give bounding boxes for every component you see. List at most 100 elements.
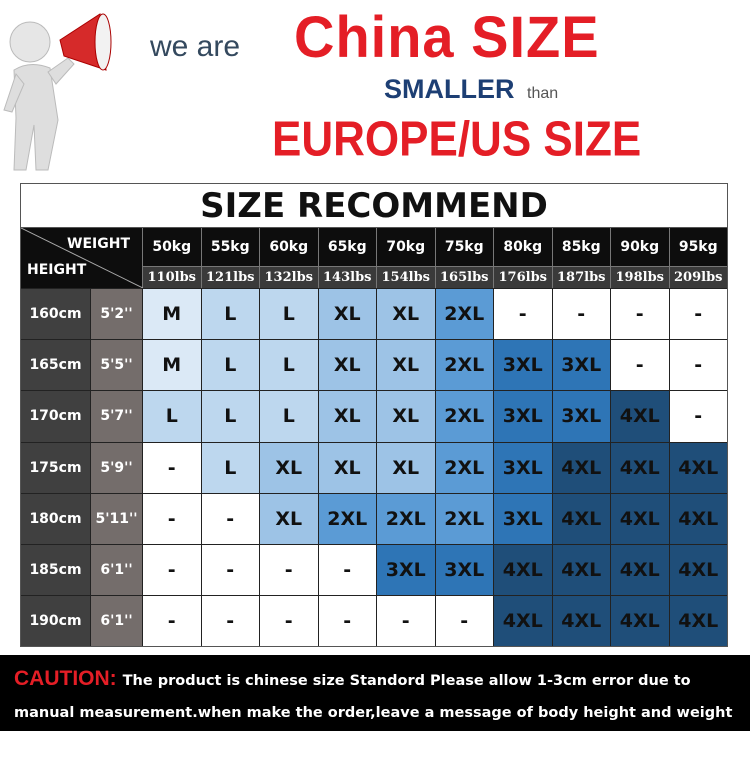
weight-kg: 85kg xyxy=(561,239,601,255)
size-cell: - xyxy=(552,289,611,340)
china-size-text: China SIZE xyxy=(294,3,600,70)
size-cell: XL xyxy=(260,442,319,493)
height-cm: 165cm xyxy=(21,340,91,391)
weight-kg: 60kg xyxy=(269,239,309,255)
weight-column-header: 80kg 176lbs xyxy=(494,228,553,288)
megaphone-man-icon xyxy=(3,13,112,171)
size-cell: 4XL xyxy=(669,442,727,493)
weight-kg: 95kg xyxy=(678,239,718,255)
table-row: 185cm 6'1'' - - - -3XL 3XL 4XL 4XL 4XL 4XL xyxy=(21,543,727,596)
size-cell: - xyxy=(260,544,319,596)
weight-lbs: 154lbs xyxy=(377,266,435,288)
than-text: than xyxy=(527,85,559,102)
size-cell: 4XL xyxy=(669,544,727,596)
size-cell: L xyxy=(260,340,319,391)
size-cell: 4XL xyxy=(611,442,670,493)
size-cell: - xyxy=(669,289,727,340)
size-cell: - xyxy=(669,391,727,442)
size-cell: - xyxy=(611,289,670,340)
size-cell: 2XL xyxy=(318,493,377,544)
table-row: 175cm 5'9'' - L XL XL XL 2XL 3XL 4XL 4XL 4XL xyxy=(21,441,727,493)
weight-column-header: 50kg 110lbs xyxy=(143,228,202,288)
size-cell: 3XL xyxy=(435,544,494,596)
size-cell: 4XL xyxy=(552,544,611,596)
size-cell: 4XL xyxy=(552,442,611,493)
table-row: 190cm 6'1'' - - - - - -4XL 4XL 4XL 4XL xyxy=(21,595,727,647)
size-cell: L xyxy=(201,442,260,493)
weight-lbs: 176lbs xyxy=(494,266,552,288)
size-cell: 4XL xyxy=(611,544,670,596)
size-cell: XL xyxy=(318,289,377,340)
table-row: 180cm 5'11'' - - XL 2XL 2XL 2XL 3XL 4XL 4XL 4XL xyxy=(21,492,727,544)
europe-us-size-text: EUROPE/US SIZE xyxy=(272,112,642,167)
size-cell: - xyxy=(260,596,319,647)
size-cell: 2XL xyxy=(435,493,494,544)
size-cell: XL xyxy=(377,340,436,391)
height-ft: 5'7'' xyxy=(91,391,143,442)
height-cm: 175cm xyxy=(21,442,91,493)
height-ft: 6'1'' xyxy=(91,544,143,596)
diagonal-divider xyxy=(21,228,143,288)
size-cell: - xyxy=(435,596,494,647)
size-cell: XL xyxy=(260,493,319,544)
weight-column-header: 95kg 209lbs xyxy=(669,228,727,288)
size-cell: 4XL xyxy=(552,493,611,544)
table-body: 160cm 5'2'' M L L XL XL 2XL - - - -165cm 5'5'' M L L XL X… xyxy=(21,288,727,647)
size-cell: - xyxy=(201,493,260,544)
weight-kg: 90kg xyxy=(620,239,660,255)
height-cm: 180cm xyxy=(21,493,91,544)
caution-text: The product is chinese size Standord Ple… xyxy=(14,673,733,753)
weight-kg: 55kg xyxy=(210,239,250,255)
weight-column-header: 85kg 187lbs xyxy=(552,228,611,288)
size-cell: 4XL xyxy=(611,596,670,647)
size-cell: L xyxy=(260,289,319,340)
weight-column-header: 75kg 165lbs xyxy=(435,228,494,288)
corner-header: WEIGHT HEIGHT xyxy=(21,228,143,288)
size-cell: - xyxy=(143,442,202,493)
weight-lbs: 209lbs xyxy=(669,266,727,288)
weight-lbs: 165lbs xyxy=(435,266,493,288)
height-label: HEIGHT xyxy=(27,262,87,278)
height-cm: 160cm xyxy=(21,289,91,340)
size-cell: 4XL xyxy=(552,596,611,647)
size-cell: - xyxy=(201,596,260,647)
weight-kg: 50kg xyxy=(152,239,192,255)
caution-band: CAUTION: The product is chinese size Stan… xyxy=(0,655,750,753)
height-cm: 170cm xyxy=(21,391,91,442)
weight-kg: 65kg xyxy=(327,239,367,255)
size-cell: XL xyxy=(318,340,377,391)
size-cell: XL xyxy=(377,391,436,442)
size-cell: 2XL xyxy=(435,442,494,493)
table-row: 170cm 5'7'' L L L XL XL 2XL 3XL 3XL 4XL - xyxy=(21,390,727,442)
size-cell: L xyxy=(260,391,319,442)
size-cell: 2XL xyxy=(435,289,494,340)
size-cell: - xyxy=(318,544,377,596)
weight-column-header: 90kg 198lbs xyxy=(611,228,670,288)
banner: we are China SIZE SMALLER than EUROPE/US… xyxy=(0,0,750,180)
weight-header-row: WEIGHT HEIGHT 50kg 110lbs 55kg 121lbs 60kg 13… xyxy=(21,228,727,288)
size-cell: - xyxy=(611,340,670,391)
weight-lbs: 132lbs xyxy=(260,266,318,288)
size-cell: L xyxy=(143,391,202,442)
size-cell: 2XL xyxy=(435,391,494,442)
weight-column-header: 60kg 132lbs xyxy=(260,228,319,288)
weight-lbs: 121lbs xyxy=(201,266,259,288)
smaller-text: SMALLER xyxy=(384,74,515,104)
table-title: SIZE RECOMMEND xyxy=(21,184,727,228)
size-cell: - xyxy=(143,493,202,544)
size-cell: 2XL xyxy=(435,340,494,391)
height-ft: 5'9'' xyxy=(91,442,143,493)
height-ft: 5'11'' xyxy=(91,493,143,544)
size-cell: XL xyxy=(377,289,436,340)
height-ft: 6'1'' xyxy=(91,596,143,647)
size-cell: 3XL xyxy=(552,340,611,391)
size-cell: - xyxy=(143,544,202,596)
size-cell: - xyxy=(318,596,377,647)
size-cell: - xyxy=(494,289,553,340)
size-cell: 3XL xyxy=(494,340,553,391)
size-cell: 3XL xyxy=(494,391,553,442)
size-cell: 3XL xyxy=(377,544,436,596)
size-cell: 3XL xyxy=(494,493,553,544)
weight-lbs: 143lbs xyxy=(318,266,376,288)
we-are-text: we are xyxy=(150,30,241,63)
